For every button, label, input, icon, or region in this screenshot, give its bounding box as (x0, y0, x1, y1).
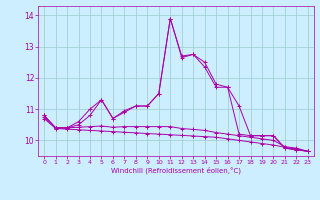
X-axis label: Windchill (Refroidissement éolien,°C): Windchill (Refroidissement éolien,°C) (111, 167, 241, 174)
